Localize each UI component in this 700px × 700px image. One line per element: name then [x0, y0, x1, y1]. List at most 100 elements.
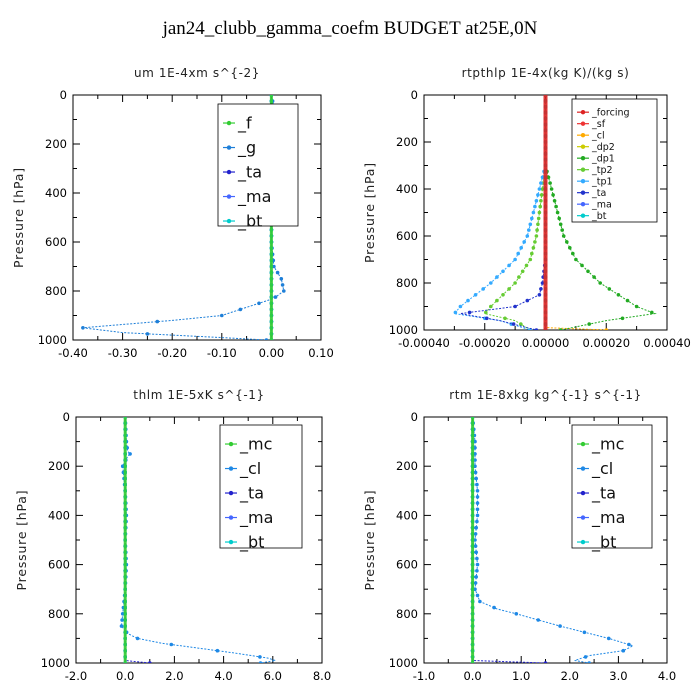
x-tick-label: 2.0 — [561, 669, 579, 683]
chart-panel-4: rtm 1E-8xkg kg^{-1} s^{-1} Pressure [hPa]… — [362, 388, 676, 683]
series-marker — [485, 316, 489, 321]
series-marker — [519, 322, 523, 326]
series-marker — [540, 187, 545, 191]
series-marker — [522, 240, 526, 244]
series-marker — [538, 204, 542, 209]
series-marker — [220, 313, 224, 318]
series-marker — [473, 293, 478, 297]
legend-marker — [580, 132, 586, 138]
series-marker — [155, 319, 160, 324]
legend-label: _bt — [239, 533, 264, 553]
legend-label: _ta — [591, 188, 606, 199]
legend-label: _ta — [237, 163, 262, 183]
series-line-ta — [472, 417, 546, 663]
series-marker — [475, 593, 480, 598]
y-tick-label: 0 — [63, 410, 70, 424]
series-marker — [489, 281, 493, 285]
series-marker — [525, 234, 530, 238]
series-marker — [558, 624, 562, 628]
legend-marker — [228, 441, 234, 447]
legend: _f _g _ta _ma _bt — [217, 103, 299, 232]
series-marker — [238, 307, 243, 312]
series-marker — [513, 281, 517, 285]
x-tick-label: 2.0 — [165, 669, 183, 683]
series-marker — [561, 234, 566, 238]
legend-label: _ta — [591, 484, 616, 504]
series-marker — [128, 452, 132, 456]
legend-box — [571, 98, 658, 223]
legend-marker — [580, 144, 586, 149]
series-marker — [555, 210, 560, 215]
legend-marker — [226, 218, 232, 224]
series-marker — [557, 216, 561, 221]
series-marker — [81, 326, 85, 330]
legend-label: _forcing — [591, 108, 630, 119]
series-marker — [548, 181, 552, 185]
legend-label: _ma — [237, 187, 271, 207]
series-marker — [607, 287, 612, 291]
legend-marker — [226, 194, 232, 199]
series-marker — [574, 257, 578, 262]
x-tick-label: -1.0 — [413, 669, 435, 683]
series-marker — [625, 298, 630, 303]
series-marker — [272, 264, 276, 269]
series-marker — [492, 605, 496, 610]
series-marker — [466, 298, 470, 303]
series-marker — [537, 187, 542, 191]
series-marker — [539, 199, 543, 203]
y-tick-label: 200 — [396, 135, 418, 149]
series-marker — [458, 304, 463, 309]
y-tick-label: 800 — [396, 607, 418, 621]
series-marker — [264, 338, 269, 340]
series-marker — [539, 287, 543, 291]
y-tick-label: 800 — [48, 607, 70, 621]
series-marker — [534, 234, 539, 238]
series-marker — [513, 257, 517, 262]
legend-label: _f — [237, 114, 252, 134]
series-marker — [535, 228, 539, 232]
series-marker — [453, 310, 458, 315]
series-marker — [531, 246, 536, 250]
series-marker — [604, 328, 609, 330]
series-marker — [519, 246, 523, 250]
legend-marker — [580, 155, 586, 161]
series-marker — [527, 228, 531, 232]
panel-title: rtm 1E-8xkg kg^{-1} s^{-1} — [449, 388, 642, 402]
series-marker — [275, 270, 280, 275]
y-tick-label: 800 — [45, 284, 67, 298]
x-tick-label: 0.0 — [116, 669, 134, 683]
legend-label: _dp1 — [591, 154, 615, 165]
series-marker — [620, 316, 625, 321]
legend-label: _bt — [591, 533, 616, 553]
legend-marker — [580, 466, 586, 471]
series-marker — [536, 216, 541, 221]
x-tick-label: 3.0 — [609, 669, 627, 683]
y-tick-label: 200 — [396, 459, 418, 473]
series-marker — [119, 624, 124, 628]
series-marker — [543, 661, 548, 663]
series-marker — [473, 532, 478, 536]
series-marker — [634, 304, 639, 309]
legend-marker — [226, 145, 232, 150]
x-tick-label: -0.20 — [157, 346, 187, 360]
series-marker — [503, 316, 507, 321]
x-tick-label: 4.0 — [214, 669, 232, 683]
y-tick-label: 400 — [45, 186, 67, 200]
series-marker — [507, 287, 511, 291]
x-tick-label: -0.10 — [207, 346, 237, 360]
series-marker — [546, 175, 551, 180]
series-marker — [120, 612, 125, 616]
chart-panel-2: rtpthlp 1E-4x(kg K)/(kg s) Pressure [hPa]… — [362, 66, 691, 350]
series-marker — [551, 193, 555, 197]
series-marker — [514, 612, 519, 616]
legend-label: _dp2 — [591, 142, 615, 153]
series-marker — [568, 246, 572, 250]
series-marker — [258, 655, 262, 659]
panel-title: um 1E-4xm s^{-2} — [134, 66, 260, 80]
series-marker — [583, 655, 588, 659]
legend-marker — [228, 466, 234, 471]
legend: _forcing_sf_cl_dp2_dp1_tp2_tp1_ta_ma_bt — [571, 98, 658, 223]
series-marker — [533, 240, 537, 244]
series-marker — [473, 470, 478, 475]
x-tick-label: -0.30 — [108, 346, 138, 360]
